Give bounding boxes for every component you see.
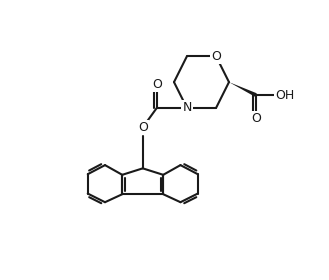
Text: O: O: [138, 121, 148, 134]
Text: O: O: [251, 112, 261, 125]
Text: N: N: [182, 101, 191, 115]
Polygon shape: [229, 82, 257, 97]
Text: O: O: [152, 78, 162, 91]
Text: O: O: [211, 50, 221, 63]
Text: OH: OH: [275, 88, 294, 102]
